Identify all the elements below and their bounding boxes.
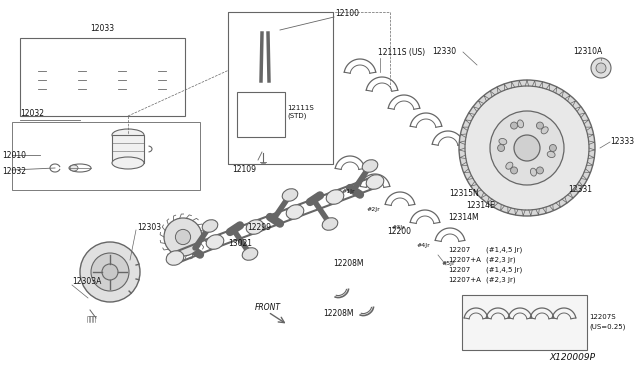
Text: 12111S (US): 12111S (US) [378,48,425,58]
Text: #2Jr: #2Jr [366,207,380,212]
Text: 12207: 12207 [448,247,470,253]
Circle shape [164,218,202,256]
Text: 12208M: 12208M [333,259,364,267]
Circle shape [591,58,611,78]
Bar [20,38,185,116]
Text: 12331: 12331 [568,186,592,195]
Ellipse shape [322,218,338,230]
Text: 12315N: 12315N [449,189,479,198]
Text: 13021: 13021 [228,240,252,248]
Text: X120009P: X120009P [549,353,595,362]
Bar [462,295,587,350]
Text: 12200: 12200 [387,228,411,237]
Bar [12,122,200,190]
Ellipse shape [541,127,548,134]
Ellipse shape [547,151,555,158]
Ellipse shape [499,138,507,145]
Circle shape [459,80,595,216]
Text: 12100: 12100 [335,10,359,19]
Text: 12207: 12207 [448,267,470,273]
Ellipse shape [531,168,536,176]
Ellipse shape [166,251,184,265]
Text: (#2,3 Jr): (#2,3 Jr) [486,277,516,283]
Circle shape [490,111,564,185]
Ellipse shape [242,248,258,260]
Ellipse shape [112,129,144,141]
Ellipse shape [506,162,513,169]
Circle shape [465,86,589,210]
Text: 12207+A: 12207+A [448,277,481,283]
Circle shape [511,122,518,129]
Text: (#1,4,5 Jr): (#1,4,5 Jr) [486,247,522,253]
Ellipse shape [202,220,218,232]
Circle shape [511,167,518,174]
Circle shape [514,135,540,161]
Text: 12033: 12033 [90,24,115,33]
Circle shape [102,264,118,280]
Text: (#1,4,5 Jr): (#1,4,5 Jr) [486,267,522,273]
Text: 12208M: 12208M [323,308,353,317]
Text: 12032: 12032 [20,109,44,118]
Text: 12111S
(STD): 12111S (STD) [287,105,314,119]
Bar [112,135,144,163]
Circle shape [91,253,129,291]
Text: #3Jr: #3Jr [391,225,405,230]
Ellipse shape [246,220,264,234]
Text: #4Jr: #4Jr [416,243,430,248]
Text: 12333: 12333 [610,138,634,147]
Circle shape [536,122,543,129]
Text: 12303: 12303 [137,224,161,232]
Text: (US=0.25): (US=0.25) [589,324,625,330]
Circle shape [175,230,191,245]
Text: 12314M: 12314M [448,212,479,221]
Ellipse shape [282,189,298,201]
Ellipse shape [518,120,524,128]
Text: #1Jr: #1Jr [341,189,355,194]
Text: (#2,3 Jr): (#2,3 Jr) [486,257,516,263]
Circle shape [80,242,140,302]
Text: 12109: 12109 [232,166,256,174]
Bar [228,12,333,164]
Ellipse shape [366,175,384,189]
Text: 12010: 12010 [2,151,26,160]
Ellipse shape [70,165,78,171]
Circle shape [536,167,543,174]
Text: #5Jr: #5Jr [441,261,455,266]
Ellipse shape [286,205,304,219]
Text: 12032: 12032 [2,167,26,176]
Ellipse shape [326,190,344,204]
Bar [237,92,285,137]
Circle shape [596,63,606,73]
Text: 12299: 12299 [247,224,271,232]
Text: 12330: 12330 [432,48,456,57]
Circle shape [498,144,504,151]
Text: 12314E: 12314E [466,201,495,209]
Text: 12310A: 12310A [573,48,603,57]
Circle shape [549,144,556,151]
Ellipse shape [362,160,378,172]
Text: 12303A: 12303A [72,278,101,286]
Ellipse shape [112,157,144,169]
Text: FRONT: FRONT [255,304,281,312]
Text: 12207S: 12207S [589,314,616,320]
Text: 12207+A: 12207+A [448,257,481,263]
Ellipse shape [206,235,224,249]
